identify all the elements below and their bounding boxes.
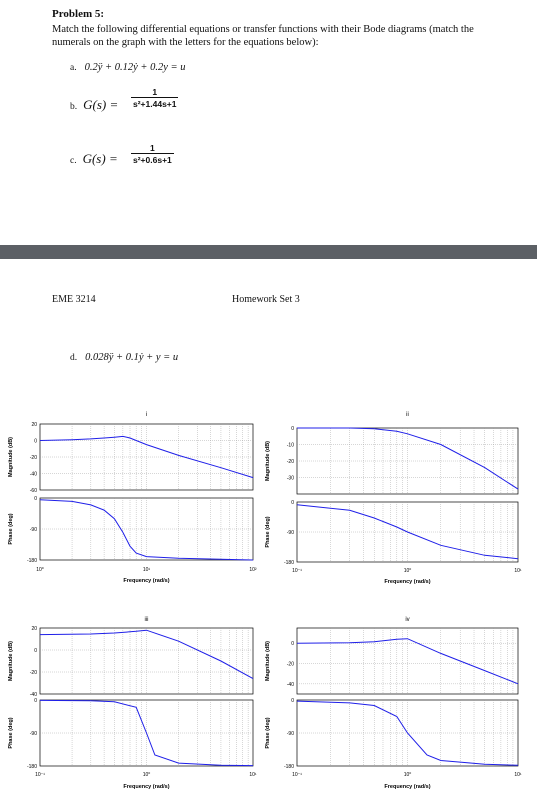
- fig-iii-magnitude-tick-label: 20: [31, 626, 37, 632]
- fig-iii-phase-curve: [39, 699, 254, 767]
- fig-ii-magnitude-tick-label: -10: [287, 443, 294, 449]
- fig-iii-phase-tick-label: 0: [34, 698, 37, 704]
- equation-a-text: 0.2ÿ + 0.12ẏ + 0.2y = u: [84, 62, 186, 73]
- fig-iii-magnitude-curve: [39, 629, 254, 680]
- equation-b-lhs: G(s) =: [83, 97, 119, 112]
- fig-iii-phase-tick-label: -90: [30, 731, 37, 737]
- fig-iv-magnitude-curve: [296, 638, 519, 685]
- fig-ii-xlabel: Frequency (rad/s): [384, 579, 430, 585]
- problem-title: Problem 5:: [52, 8, 105, 20]
- fig-iv-magnitude-tick-label: -40: [287, 682, 294, 688]
- equation-c-numerator: 1: [150, 143, 155, 153]
- page-break-bar: [0, 245, 537, 259]
- fig-iv-x-tick-label: 10⁰: [404, 772, 412, 778]
- fig-iii-x-tick-label: 10⁻¹: [35, 772, 45, 778]
- fig-i-phase-curve: [39, 499, 254, 561]
- equation-c-denominator: s²+0.6s+1: [131, 153, 174, 165]
- fig-iv-phase-ylabel: Phase (deg): [265, 717, 271, 748]
- fig-ii-magnitude-ylabel: Magnitude (dB): [265, 441, 271, 481]
- fig-iii-magnitude-tick-label: -40: [30, 692, 37, 698]
- fig-iv-x-tick-label: 10¹: [514, 772, 522, 778]
- fig-iii-magnitude-tick-label: 0: [34, 648, 37, 654]
- fig-iv-phase-tick-label: -90: [287, 731, 294, 737]
- fig-ii-x-tick-label: 10⁻¹: [292, 568, 302, 574]
- fig-ii-x-tick-label: 10⁰: [404, 568, 412, 574]
- fig-i-magnitude-curve: [39, 435, 254, 479]
- fig-i-magnitude-ylabel: Magnitude (dB): [8, 437, 14, 477]
- fig-i-magnitude-tick-label: 20: [31, 422, 37, 428]
- fig-iii-phase-ylabel: Phase (deg): [8, 717, 14, 748]
- problem-prompt: Match the following differential equatio…: [52, 24, 474, 48]
- equation-d-label: d.: [70, 353, 78, 363]
- fig-ii-phase-tick-label: -180: [284, 560, 294, 566]
- fig-i-magnitude-tick-label: -60: [30, 488, 37, 494]
- fig-i-title: i: [146, 412, 147, 418]
- fig-i-xlabel: Frequency (rad/s): [123, 578, 169, 584]
- fig-ii-title: ii: [406, 412, 409, 418]
- equation-a-label: a.: [70, 63, 77, 73]
- equation-a: a. 0.2ÿ + 0.12ẏ + 0.2y = u: [70, 62, 185, 73]
- fig-iv-magnitude-ylabel: Magnitude (dB): [265, 641, 271, 681]
- fig-iii-xlabel: Frequency (rad/s): [123, 784, 169, 790]
- fig-iv-magnitude-tick-label: -20: [287, 662, 294, 668]
- equation-d-text: 0.028ÿ + 0.1ẏ + y = u: [85, 352, 179, 363]
- equation-c-label: c.: [70, 156, 77, 166]
- equation-c: c. G(s) =: [70, 151, 118, 167]
- fig-i-phase-tick-label: -180: [27, 558, 37, 564]
- fig-iii-title: iii: [145, 617, 149, 623]
- fig-ii-magnitude-tick-label: -30: [287, 476, 294, 482]
- fig-ii-phase-tick-label: -90: [287, 530, 294, 536]
- fig-i-x-tick-label: 10²: [249, 567, 257, 573]
- fig-iii-x-tick-label: 10¹: [249, 772, 257, 778]
- fig-i-magnitude-tick-label: 0: [34, 439, 37, 445]
- course-code: EME 3214: [52, 294, 96, 305]
- equation-b-numerator: 1: [152, 87, 158, 97]
- fig-ii-magnitude-curve: [297, 427, 519, 490]
- fig-iv-phase-tick-label: -180: [284, 764, 294, 770]
- fig-iii-magnitude-tick-label: -20: [30, 670, 37, 676]
- fig-i-magnitude-tick-label: -40: [30, 472, 37, 478]
- fig-iv-phase-curve: [296, 700, 519, 766]
- fig-iv-x-tick-label: 10⁻¹: [292, 772, 302, 778]
- fig-iii-x-tick-label: 10⁰: [143, 772, 151, 778]
- fig-ii-phase-ylabel: Phase (deg): [265, 516, 271, 547]
- fig-i-magnitude-tick-label: -20: [30, 455, 37, 461]
- equation-c-fraction: 1 s²+0.6s+1: [131, 143, 174, 165]
- fig-i-phase-ylabel: Phase (deg): [8, 513, 14, 544]
- fig-ii-x-tick-label: 10¹: [514, 568, 522, 574]
- equation-d: d. 0.028ÿ + 0.1ẏ + y = u: [70, 352, 178, 363]
- fig-i-x-tick-label: 10⁰: [36, 567, 44, 573]
- equation-c-lhs: G(s) =: [82, 151, 118, 166]
- fig-i-phase-tick-label: -90: [30, 527, 37, 533]
- equation-b-denominator: s²+1.44s+1: [131, 97, 179, 109]
- fig-iv-title: iv: [405, 617, 409, 623]
- fig-iv-magnitude-tick-label: 0: [291, 641, 294, 647]
- equation-b-label: b.: [70, 102, 78, 112]
- fig-iv-phase-tick-label: 0: [291, 698, 294, 704]
- homework-title: Homework Set 3: [232, 294, 300, 305]
- fig-iii-magnitude-ylabel: Magnitude (dB): [8, 641, 14, 681]
- equation-b: b. G(s) =: [70, 97, 118, 113]
- fig-ii-magnitude-tick-label: 0: [291, 426, 294, 432]
- equation-b-fraction: 1 s²+1.44s+1: [131, 87, 179, 109]
- fig-i-x-tick-label: 10¹: [143, 567, 151, 573]
- fig-iii-phase-tick-label: -180: [27, 764, 37, 770]
- fig-ii-phase-tick-label: 0: [291, 500, 294, 506]
- fig-iv-xlabel: Frequency (rad/s): [384, 784, 430, 790]
- fig-i-phase-tick-label: 0: [34, 496, 37, 502]
- fig-ii-phase-curve: [296, 504, 519, 560]
- fig-ii-magnitude-tick-label: -20: [287, 459, 294, 465]
